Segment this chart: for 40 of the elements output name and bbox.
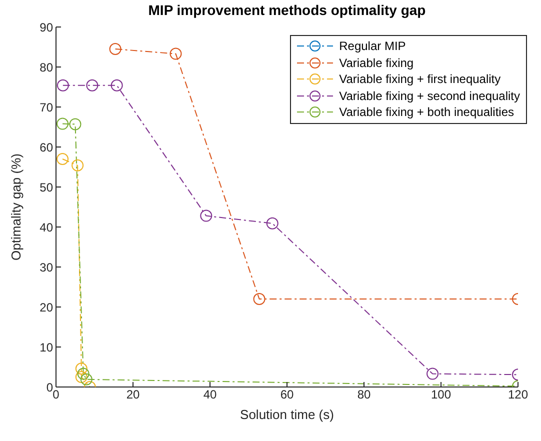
point [56,153,69,165]
y-tick-label: 70 [40,100,54,114]
point [110,79,123,92]
point [69,118,82,130]
point [170,48,182,60]
x-tick-label: 120 [508,388,528,402]
point [75,371,88,383]
x-tick-label: 80 [357,388,371,402]
y-tick-label: 60 [40,140,54,154]
x-tick-label: 60 [280,388,294,402]
point [80,373,92,386]
y-tick-label: 30 [40,260,54,274]
chart-title: MIP improvement methods optimality gap [147,2,427,18]
x-axis-title: Solution time (s) [240,407,334,422]
point [200,210,212,222]
y-tick-label: 90 [40,20,54,34]
point [109,43,122,55]
y-tick-label: 40 [40,220,54,234]
y-tick-label: 20 [40,300,54,314]
point [253,293,266,305]
point [86,79,98,92]
point [56,118,69,130]
point [75,362,88,375]
x-tick-label: 20 [126,388,140,402]
point [266,217,278,230]
y-tick-label: 50 [40,180,54,194]
point [77,368,90,380]
legend-label: Variable fixing + both inequalities [339,104,514,120]
y-tick-label: 80 [40,60,54,74]
point [56,79,69,92]
y-tick-label: 10 [40,340,54,354]
point [426,368,439,380]
legend-label: Variable fixing + first inequality [339,71,501,88]
point [72,159,84,172]
legend-label: Variable fixing + second inequality [339,88,520,104]
y-axis-title: Optimality gap (%) [8,154,24,260]
legend-label: Regular MIP [339,38,406,54]
x-tick-label: 100 [430,388,452,402]
legend-label: Variable fixing [339,54,414,71]
x-tick-label: 40 [203,388,217,402]
